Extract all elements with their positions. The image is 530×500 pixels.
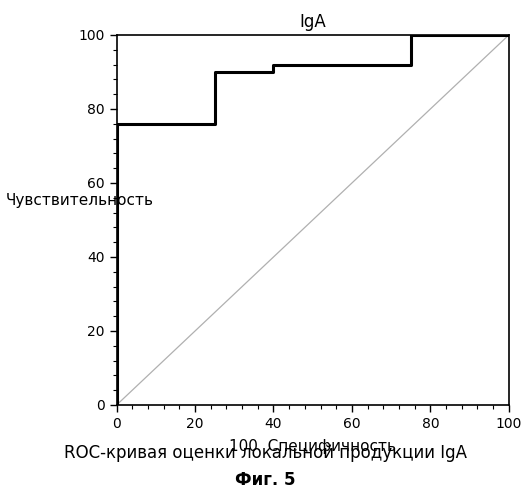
Text: Фиг. 5: Фиг. 5 xyxy=(235,471,295,489)
Text: ROC-кривая оценки локальной продукции IgA: ROC-кривая оценки локальной продукции Ig… xyxy=(64,444,466,462)
Text: Чувствительность: Чувствительность xyxy=(5,192,153,208)
Title: IgA: IgA xyxy=(299,12,326,30)
X-axis label: 100  Специфичность: 100 Специфичность xyxy=(229,439,396,454)
